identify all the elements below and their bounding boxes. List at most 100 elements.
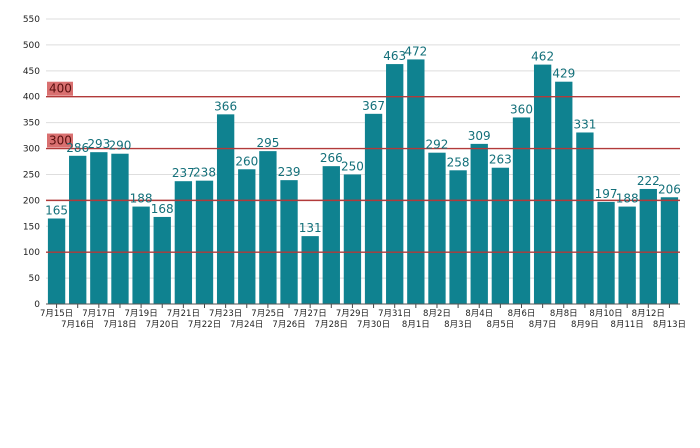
x-tick-label: 7月15日 xyxy=(40,309,73,319)
y-tick-label: 300 xyxy=(23,145,40,155)
bar-8月13日 xyxy=(660,197,679,304)
bar-8月5日 xyxy=(491,167,510,304)
value-label: 165 xyxy=(45,204,68,218)
x-tick-label: 7月25日 xyxy=(251,309,284,319)
value-label: 462 xyxy=(531,50,554,64)
bar-8月7日 xyxy=(533,64,552,304)
y-axis-ticks: 0 50 100 150 200 250 300 350 400 450 500 550 xyxy=(23,15,40,310)
value-label: 463 xyxy=(383,49,406,63)
x-tick-label: 8月4日 xyxy=(465,309,493,319)
value-label: 292 xyxy=(426,138,449,152)
bar-7月28日 xyxy=(322,166,340,304)
value-label: 266 xyxy=(320,151,343,165)
value-label: 331 xyxy=(573,117,596,131)
value-label: 260 xyxy=(235,154,258,168)
bar-7月16日 xyxy=(69,155,87,304)
value-label: 258 xyxy=(447,155,470,169)
x-tick-label: 7月29日 xyxy=(336,309,369,319)
bar-8月6日 xyxy=(512,117,531,304)
value-label: 197 xyxy=(595,187,618,201)
x-tick-label: 8月11日 xyxy=(611,320,644,330)
bar-8月12日 xyxy=(639,188,657,304)
x-tick-label: 8月3日 xyxy=(444,320,472,330)
value-label: 188 xyxy=(616,192,639,206)
value-label: 429 xyxy=(552,67,575,81)
x-tick-label: 7月23日 xyxy=(209,309,242,319)
value-label: 367 xyxy=(362,99,385,113)
value-label: 360 xyxy=(510,102,533,116)
bar-8月2日 xyxy=(428,152,446,304)
value-label: 239 xyxy=(278,165,301,179)
x-tick-label: 8月12日 xyxy=(632,309,665,319)
reference-lines: 400 300 xyxy=(46,81,680,253)
bars xyxy=(47,59,679,304)
y-tick-label: 450 xyxy=(23,67,40,77)
bar-7月20日 xyxy=(153,216,171,304)
bar-8月4日 xyxy=(470,143,488,304)
value-label: 290 xyxy=(109,139,132,153)
bar-7月18日 xyxy=(111,153,129,304)
x-tick-label: 7月18日 xyxy=(103,320,136,330)
x-tick-label: 7月27日 xyxy=(294,309,327,319)
bar-7月15日 xyxy=(47,218,66,304)
x-tick-label: 7月16日 xyxy=(61,320,94,330)
value-label: 250 xyxy=(341,159,364,173)
y-tick-label: 150 xyxy=(23,222,40,232)
reference-label-bg xyxy=(47,133,73,148)
value-labels: 1652862932901881682372383662602952391312… xyxy=(45,44,681,235)
bar-7月23日 xyxy=(216,114,235,304)
bar-7月31日 xyxy=(386,64,404,304)
bar-8月8日 xyxy=(555,81,573,304)
y-tick-label: 350 xyxy=(23,119,40,129)
x-tick-label: 7月19日 xyxy=(124,309,157,319)
bar-8月1日 xyxy=(407,59,425,304)
y-tick-label: 200 xyxy=(23,196,40,206)
value-label: 366 xyxy=(214,99,237,113)
y-tick-label: 0 xyxy=(34,300,40,310)
x-tick-label: 7月30日 xyxy=(357,320,390,330)
x-tick-label: 8月9日 xyxy=(571,320,599,330)
x-tick-label: 7月22日 xyxy=(188,320,221,330)
value-label: 188 xyxy=(130,192,153,206)
bar-7月22日 xyxy=(195,180,214,304)
x-tick-label: 7月28日 xyxy=(315,320,348,330)
y-tick-label: 400 xyxy=(23,93,40,103)
bar-7月27日 xyxy=(301,236,319,304)
x-tick-label: 7月26日 xyxy=(272,320,305,330)
x-tick-label: 7月17日 xyxy=(82,309,115,319)
value-label: 168 xyxy=(151,202,174,216)
bar-7月19日 xyxy=(132,206,150,304)
y-tick-label: 250 xyxy=(23,170,40,180)
bar-8月10日 xyxy=(597,201,615,304)
bar-7月21日 xyxy=(174,181,193,304)
value-label: 472 xyxy=(404,44,427,58)
bar-8月9日 xyxy=(576,132,594,304)
x-axis-ticks: 7月15日7月16日7月17日7月18日7月19日7月20日7月21日7月22日… xyxy=(40,303,686,330)
bar-7月29日 xyxy=(343,174,362,304)
reference-label-bg xyxy=(47,81,73,96)
value-label: 206 xyxy=(658,182,681,196)
value-label: 295 xyxy=(256,136,279,150)
y-tick-label: 500 xyxy=(23,41,40,51)
x-tick-label: 8月2日 xyxy=(423,309,451,319)
reference-label: 400 xyxy=(49,82,72,96)
reference-label: 300 xyxy=(49,134,72,148)
x-tick-label: 7月24日 xyxy=(230,320,263,330)
bar-8月3日 xyxy=(449,170,467,304)
value-label: 237 xyxy=(172,166,195,180)
bar-7月26日 xyxy=(280,180,298,304)
bar-7月30日 xyxy=(364,113,383,304)
bar-8月11日 xyxy=(618,206,636,304)
x-tick-label: 8月8日 xyxy=(550,309,578,319)
value-label: 238 xyxy=(193,166,216,180)
value-label: 293 xyxy=(87,137,110,151)
x-tick-label: 8月5日 xyxy=(486,320,514,330)
value-label: 131 xyxy=(299,221,322,235)
value-label: 309 xyxy=(468,129,491,143)
value-label: 222 xyxy=(637,174,660,188)
x-tick-label: 8月1日 xyxy=(402,320,430,330)
x-tick-label: 7月20日 xyxy=(146,320,179,330)
x-tick-label: 8月6日 xyxy=(508,309,536,319)
x-tick-label: 8月13日 xyxy=(653,320,686,330)
